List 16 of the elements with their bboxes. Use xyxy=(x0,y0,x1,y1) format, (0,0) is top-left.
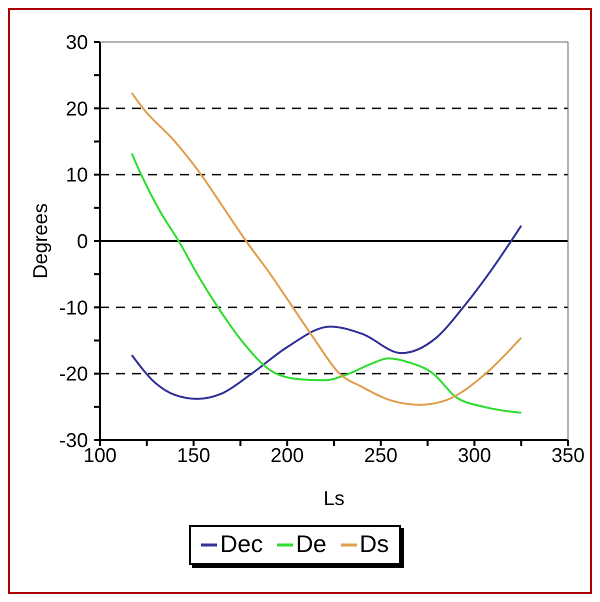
y-axis-title: Degrees xyxy=(30,203,52,279)
y-tick-label: 30 xyxy=(66,32,88,54)
x-axis-title: Ls xyxy=(323,488,345,510)
x-tick-label: 250 xyxy=(364,445,398,468)
x-tick-label: 300 xyxy=(458,445,492,468)
x-tick-label: 350 xyxy=(551,445,585,468)
x-tick-label: 150 xyxy=(176,445,210,468)
legend-label: Ds xyxy=(358,531,389,559)
legend-label: Dec xyxy=(219,531,263,559)
legend-label: De xyxy=(294,531,327,559)
y-tick-label: -20 xyxy=(59,364,88,386)
y-tick-label: 10 xyxy=(66,164,88,187)
y-tick-label: 0 xyxy=(76,231,88,253)
y-tick-label: 20 xyxy=(66,98,88,120)
y-tick-label: -10 xyxy=(59,297,88,320)
x-tick-label: 200 xyxy=(270,445,304,468)
